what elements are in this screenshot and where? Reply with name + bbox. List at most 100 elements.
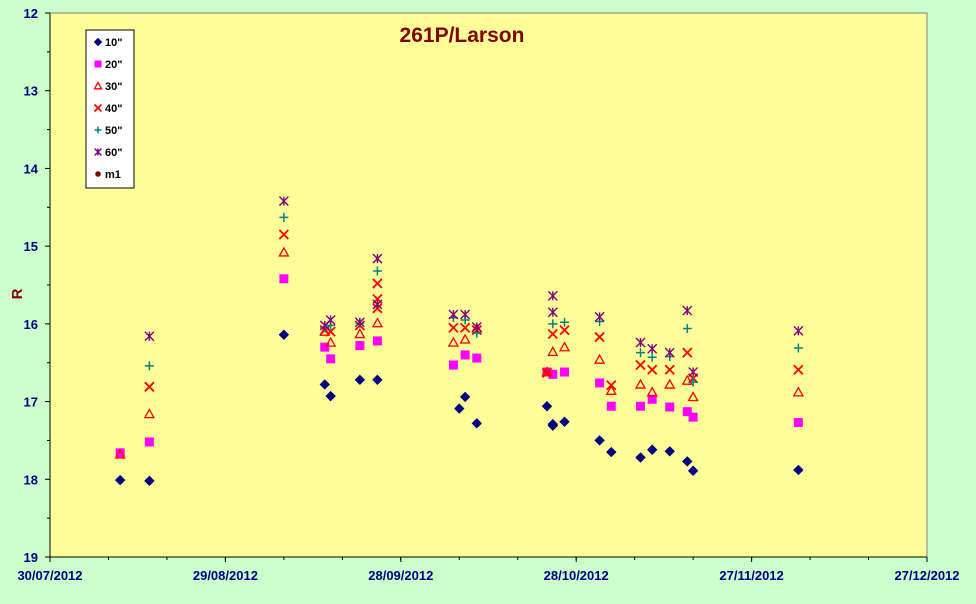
data-point <box>647 343 658 354</box>
data-point <box>372 374 383 386</box>
data-point <box>559 416 570 427</box>
series-5 <box>144 196 804 378</box>
data-point <box>355 341 365 351</box>
legend-marker <box>93 81 103 90</box>
data-point <box>792 386 804 397</box>
data-point <box>606 446 617 458</box>
data-point <box>594 435 605 446</box>
legend-label: 10" <box>105 37 122 49</box>
y-tick-label: 17 <box>24 395 38 410</box>
data-point <box>326 354 336 364</box>
data-point <box>646 386 658 397</box>
data-point <box>144 437 154 447</box>
data-point <box>793 343 803 353</box>
data-point <box>372 253 383 264</box>
data-point <box>354 374 366 386</box>
data-point <box>144 331 155 342</box>
data-point <box>634 378 647 389</box>
data-point <box>319 379 331 390</box>
data-point <box>278 196 289 207</box>
data-point <box>115 448 125 458</box>
y-tick-label: 12 <box>24 6 38 21</box>
data-point <box>448 360 458 370</box>
series-0 <box>114 329 804 487</box>
x-axis: 30/07/2012 29/08/2012 28/09/2012 28/10/2012… <box>17 557 960 583</box>
data-point <box>682 456 693 467</box>
x-tick-label: 28/10/2012 <box>544 568 609 583</box>
data-point <box>372 299 383 310</box>
legend-label: 30" <box>105 81 122 93</box>
data-point <box>372 336 382 346</box>
data-point <box>541 367 553 378</box>
data-point <box>471 418 483 429</box>
plot-area <box>49 12 928 558</box>
data-point <box>559 324 570 336</box>
data-point <box>595 378 605 388</box>
data-point <box>448 322 459 333</box>
data-point <box>688 377 698 387</box>
data-point <box>320 342 330 352</box>
legend-marker <box>95 171 101 177</box>
data-point <box>681 374 693 385</box>
data-point <box>793 325 804 336</box>
legend-marker <box>94 148 102 156</box>
data-point <box>143 408 155 419</box>
data-point <box>459 322 471 333</box>
data-point <box>279 274 289 284</box>
data-point <box>325 336 337 347</box>
data-point <box>278 246 290 257</box>
data-point <box>459 391 471 403</box>
data-point <box>682 407 692 417</box>
data-points <box>114 196 804 487</box>
x-tick-label: 27/11/2012 <box>719 568 783 583</box>
x-tick-label: 29/08/2012 <box>193 568 258 583</box>
data-point <box>325 390 336 402</box>
data-point <box>594 331 605 343</box>
data-point <box>647 364 658 375</box>
data-point <box>325 314 336 325</box>
x-tick-label: 27/12/2012 <box>894 568 959 583</box>
data-point <box>688 367 699 378</box>
data-point <box>646 444 658 455</box>
data-point <box>372 266 382 276</box>
data-point <box>647 394 657 404</box>
data-point <box>594 311 605 322</box>
data-point <box>547 307 558 318</box>
data-point <box>558 341 571 352</box>
y-axis: 12 13 14 15 16 17 18 19 <box>24 6 50 565</box>
data-point <box>114 448 126 459</box>
data-point <box>471 321 482 332</box>
data-point <box>548 369 558 379</box>
data-point <box>114 474 126 486</box>
data-point <box>144 381 155 392</box>
y-axis-label: R <box>9 288 26 299</box>
data-point <box>547 345 559 357</box>
data-point <box>371 317 384 328</box>
x-tick-label: 30/07/2012 <box>17 568 82 583</box>
data-point <box>793 364 804 375</box>
data-point <box>665 402 675 412</box>
data-point <box>144 361 154 371</box>
y-tick-label: 13 <box>24 84 38 99</box>
y-tick-label: 19 <box>24 550 38 565</box>
data-point <box>682 347 693 358</box>
data-point <box>606 401 616 411</box>
data-point <box>460 309 471 320</box>
data-point <box>688 412 698 422</box>
data-point <box>454 403 465 414</box>
y-tick-label: 14 <box>24 161 39 176</box>
data-point <box>636 401 646 411</box>
data-point <box>447 336 460 347</box>
data-point <box>687 391 699 402</box>
legend-marker <box>93 103 103 113</box>
data-point <box>144 475 155 487</box>
series-1 <box>115 274 803 458</box>
data-point <box>593 353 606 364</box>
data-point <box>793 464 804 476</box>
data-point <box>635 452 646 463</box>
legend: 10" 20" 30" 40" 50" 60" m1 <box>85 29 135 189</box>
legend-label: 60" <box>105 147 122 159</box>
data-point <box>278 329 290 340</box>
